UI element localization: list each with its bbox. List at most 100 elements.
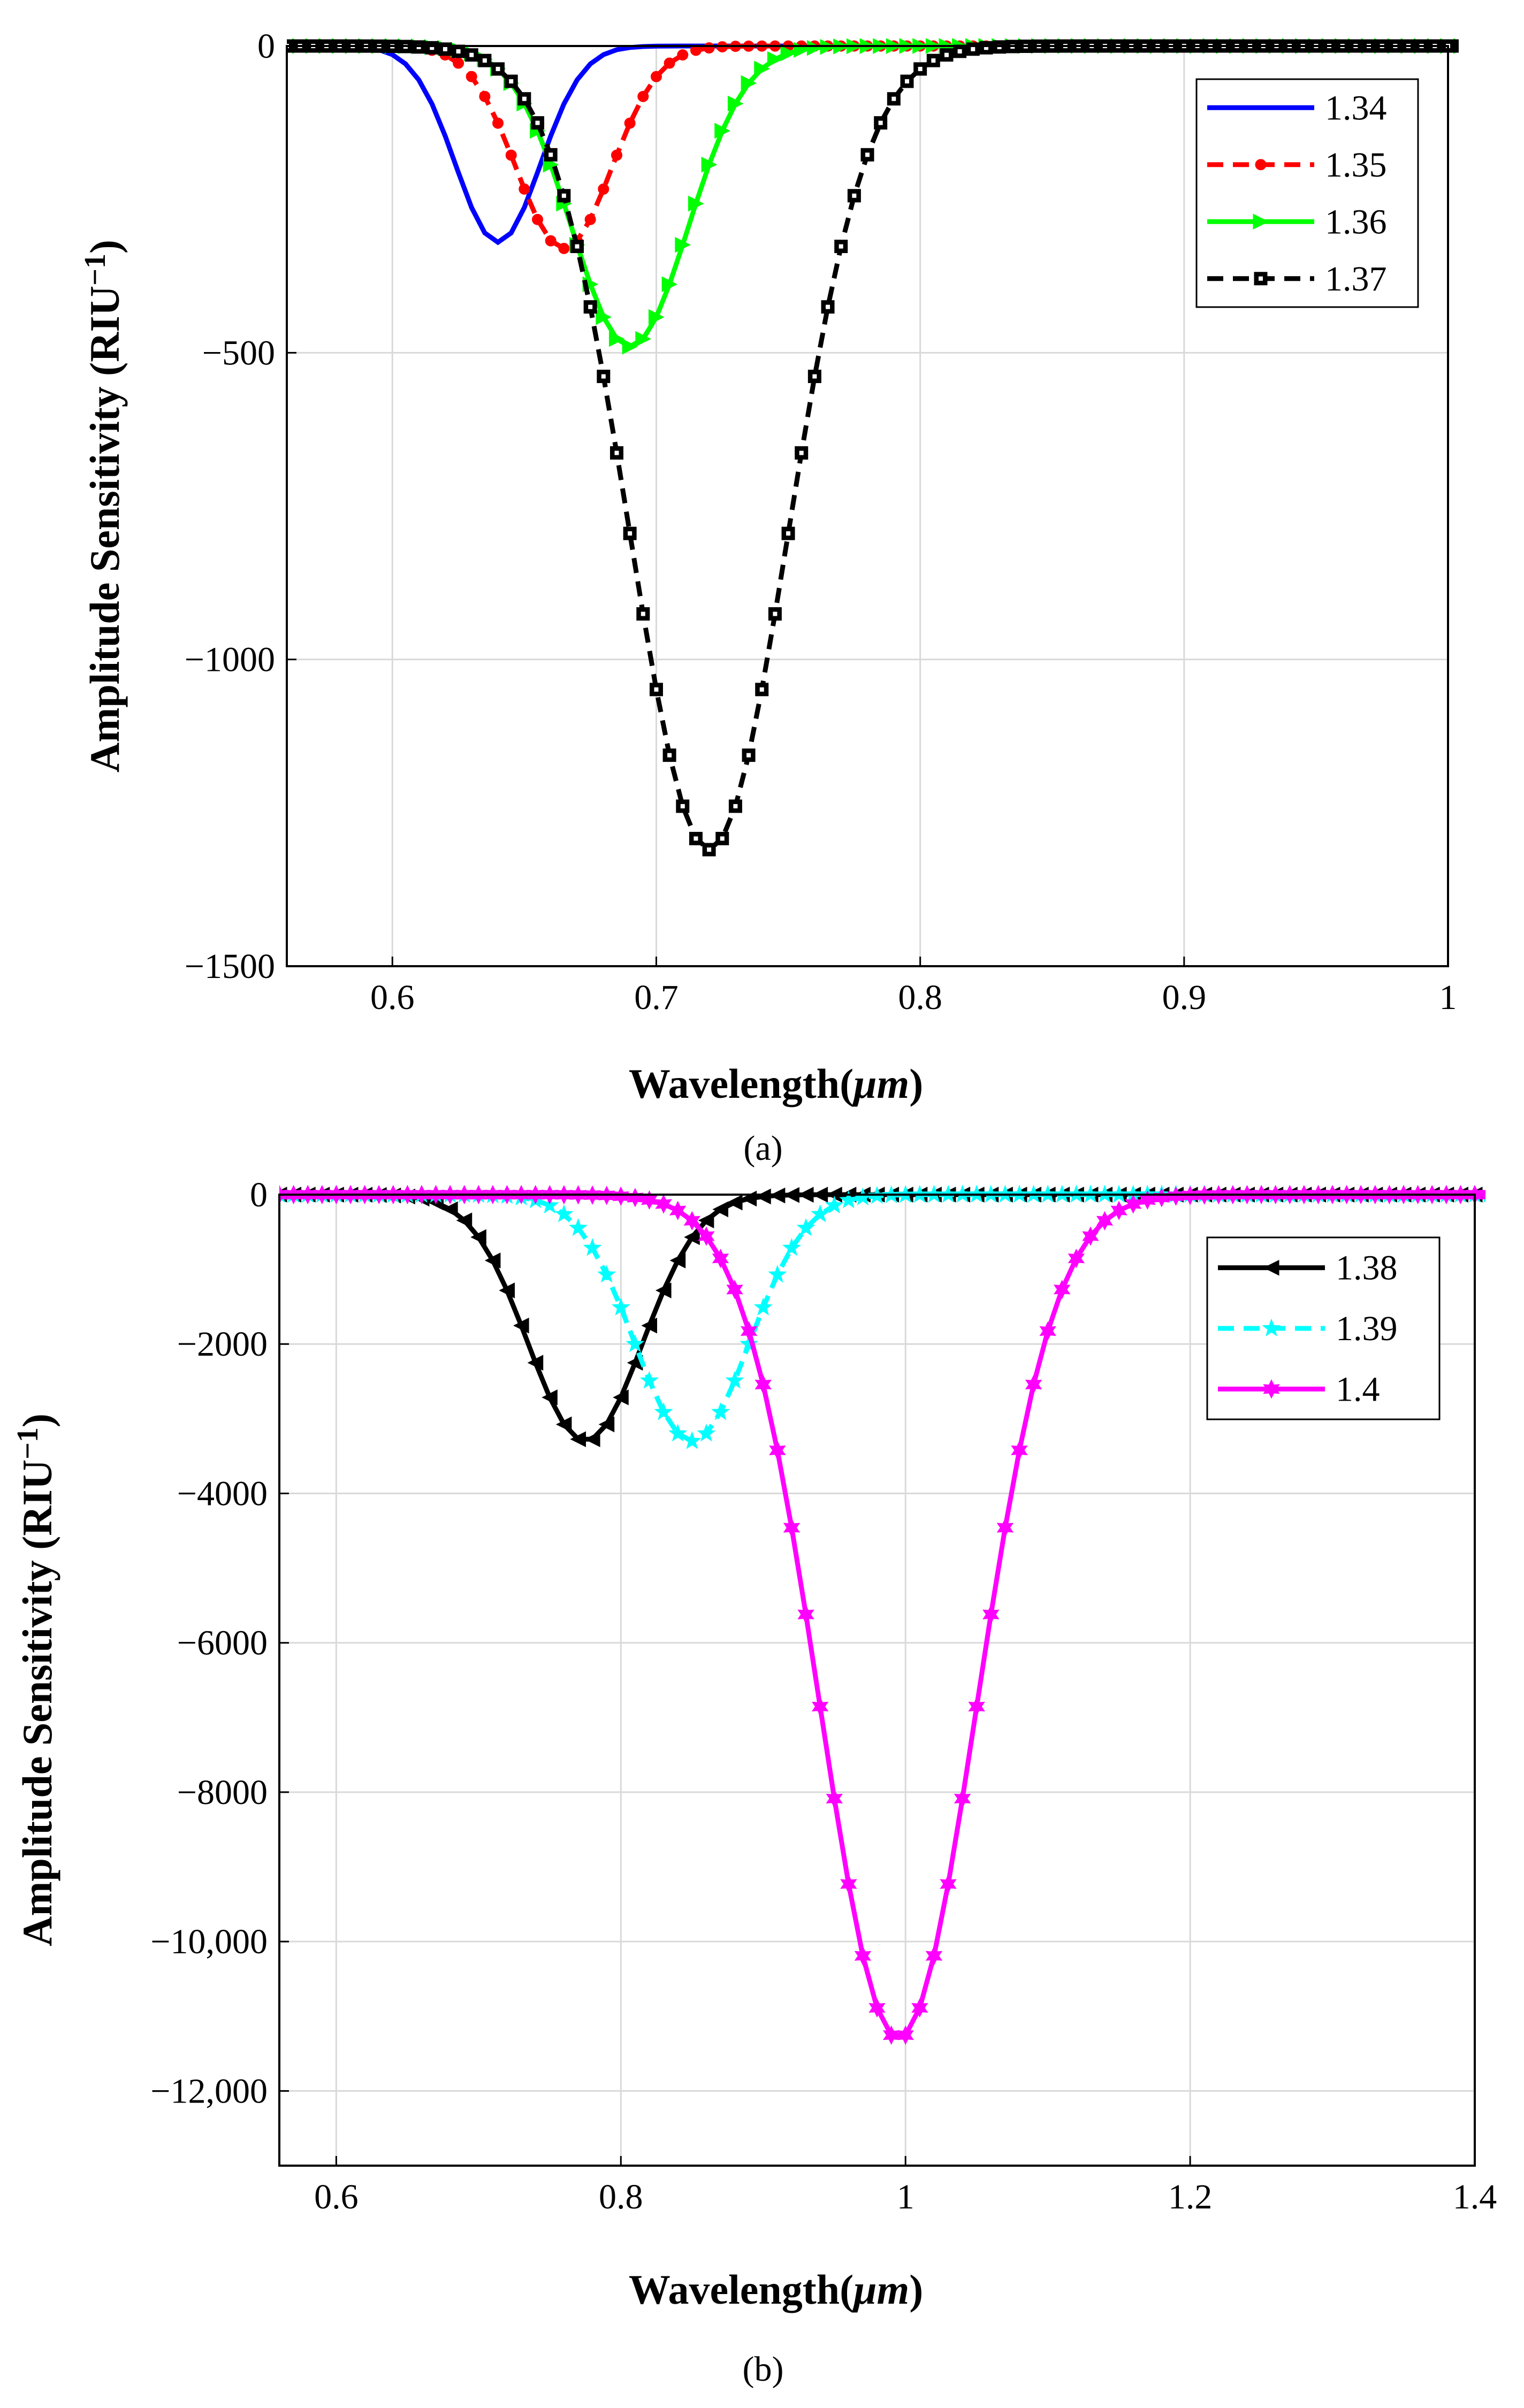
data-point [712,1249,729,1268]
data-point [611,1297,630,1316]
legend-marker [1255,159,1267,171]
data-point [466,71,477,82]
data-point [795,446,809,460]
plot-frame-a [286,45,1449,967]
data-point [669,1201,687,1220]
y-tick-label: −6000 [177,1624,268,1663]
chart-panel-a: 0.6 0.7 0.8 0.9 10−500−1000−1500 1.341.351.3… [79,27,1459,1168]
x-tick-label: 0.7 [634,978,679,1017]
data-point [701,156,718,173]
data-point [492,117,504,129]
data-point [698,1226,715,1246]
data-point [1068,1249,1085,1268]
legend-label: 1.35 [1325,146,1387,185]
data-point [897,2025,914,2045]
legend-item: 1.4 [1218,1370,1380,1409]
legend-item: 1.34 [1207,88,1387,127]
data-point [479,90,491,102]
data-point [911,1998,928,2018]
data-point [742,748,756,762]
data-point [825,1195,844,1214]
legend-marker [1263,1379,1280,1399]
data-point [583,300,597,314]
x-tick-label: 0.8 [898,978,942,1017]
data-point [726,1280,743,1299]
data-point [913,62,927,76]
data-point [940,1874,957,1894]
data-point [698,1212,714,1228]
data-point [597,1265,616,1283]
data-point [726,1194,743,1211]
data-point [1125,1194,1142,1214]
data-point [754,60,770,77]
data-point [597,370,611,384]
data-point [676,799,690,813]
data-point [887,92,901,106]
data-point [796,1218,816,1236]
data-point [545,235,557,247]
data-point [464,48,478,62]
data-point [807,370,821,384]
data-point [839,1190,858,1209]
data-point [661,276,678,293]
legend-box [1195,78,1419,308]
data-point [425,41,439,55]
data-point [741,1190,757,1207]
data-point [513,1317,529,1334]
data-point [568,1218,588,1236]
data-point [611,149,622,161]
data-point [613,1389,629,1405]
x-tick-label: 1.4 [1453,2177,1497,2216]
data-point [834,240,848,254]
data-point [598,183,609,195]
data-point [715,831,729,845]
data-point [1096,1211,1114,1230]
data-point [940,48,954,62]
data-point [662,748,676,762]
y-tick-label: −1000 [185,640,275,679]
y-tick-label: −500 [202,333,275,372]
data-point [768,607,782,621]
data-point [740,1334,759,1352]
data-point [806,40,823,56]
data-point [519,183,530,195]
data-point [979,41,993,55]
data-point [690,44,702,56]
data-point [654,1402,673,1420]
data-point [623,526,637,540]
data-point [504,74,518,88]
data-point [598,1416,615,1433]
data-point [811,1696,829,1717]
data-point [1054,1280,1071,1299]
x-tick-label: 0.9 [1162,978,1207,1017]
legend-label: 1.37 [1325,259,1387,299]
data-point [755,1188,771,1205]
data-point [627,1188,644,1207]
chart-panel-b: 0.6 0.8 1 1.2 1.4 0 −2000 −4000 −6000 −8000 −10,00… [11,1175,1497,2389]
data-point [797,1604,814,1624]
data-point [688,195,704,212]
data-point [714,123,730,139]
data-point [712,1201,728,1218]
data-point [727,95,744,112]
data-point [584,213,596,225]
legend-marker [1262,1318,1281,1336]
data-point [702,843,716,857]
data-point [557,189,571,203]
data-point [982,1604,1000,1624]
y-tick-label: −4000 [177,1474,268,1513]
data-point [635,331,651,347]
data-point [996,1518,1014,1538]
data-point [767,51,783,67]
data-point [624,117,636,129]
data-point [847,189,861,203]
data-point [1039,1321,1056,1341]
data-point [1480,1189,1485,1200]
data-point [470,1229,486,1245]
y-tick-label: 0 [257,27,275,66]
data-point [558,242,570,254]
data-point [484,1252,501,1268]
legend-marker [1253,213,1269,230]
y-tick-label: −10,000 [150,1922,268,1961]
data-point [608,331,625,347]
